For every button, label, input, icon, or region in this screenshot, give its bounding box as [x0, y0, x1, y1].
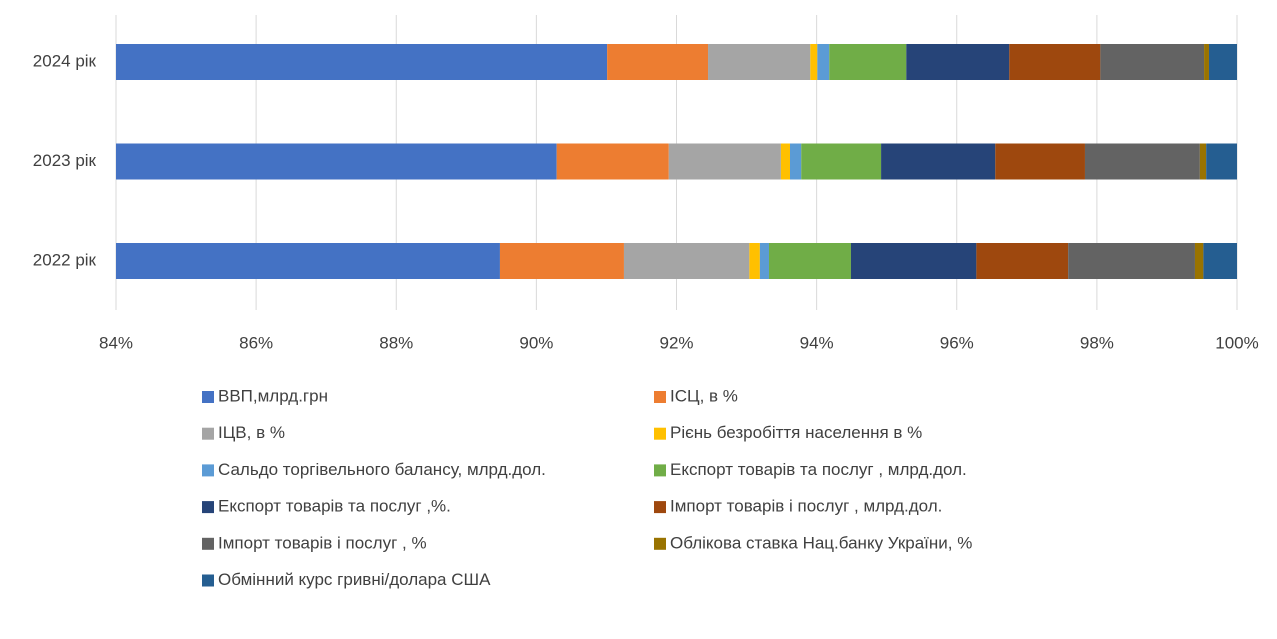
legend-marker [654, 537, 666, 550]
bar-segment [790, 143, 802, 180]
bars [116, 44, 1237, 279]
legend-label: ВВП,млрд.грн [218, 386, 328, 405]
bar-segment [817, 44, 830, 80]
bar-segment [499, 243, 624, 279]
bar-segment [780, 143, 791, 180]
legend-label: Облікова ставка Нац.банку України, % [670, 533, 972, 552]
bar-segment [768, 243, 851, 279]
bar-segment [116, 243, 500, 279]
bar-segment [607, 44, 709, 80]
x-tick-label: 92% [659, 333, 693, 352]
bar-segment [749, 243, 760, 279]
x-tick-label: 84% [99, 333, 133, 352]
bar-segment [1194, 243, 1204, 279]
bar-segment [976, 243, 1069, 279]
x-tick-label: 100% [1215, 333, 1258, 352]
bar-segment [1203, 243, 1237, 279]
bar-segment [1100, 44, 1205, 80]
legend-label: Імпорт товарів і послуг , % [218, 533, 427, 552]
bar-segment [116, 143, 557, 180]
x-tick-label: 88% [379, 333, 413, 352]
legend-label: Імпорт товарів і послуг , млрд.дол. [670, 497, 942, 516]
bar-segment [850, 243, 977, 279]
legend-label: Рієнь безробіття населення в % [670, 423, 922, 442]
bar-segment [668, 143, 781, 180]
bar-segment [1084, 143, 1200, 180]
bar-segment [623, 243, 750, 279]
legend-label: ІСЦ, в % [670, 386, 738, 405]
legend-marker [202, 574, 214, 587]
bar-segment [801, 143, 882, 180]
bar-segment [1206, 143, 1237, 180]
bar-segment [995, 143, 1085, 180]
legend-marker [202, 427, 214, 440]
bar-segment [556, 143, 669, 180]
bar-segment [1068, 243, 1195, 279]
legend-marker [654, 391, 666, 403]
bar-segment [759, 243, 769, 279]
x-tick-label: 94% [800, 333, 834, 352]
bar-segment [881, 143, 996, 180]
legend-marker [202, 464, 214, 477]
bar-segment [906, 44, 1010, 80]
legend-marker [654, 464, 666, 477]
bar-segment [116, 44, 608, 80]
bar-segment [1208, 44, 1237, 80]
bar-segment [1204, 44, 1209, 80]
legend-label: Сальдо торгівельного балансу, млрд.дол. [218, 460, 546, 479]
legend-marker [202, 391, 214, 403]
legend-marker [202, 537, 214, 550]
legend-marker [202, 501, 214, 514]
y-tick-label: 2022 рік [33, 250, 97, 269]
x-tick-label: 90% [519, 333, 553, 352]
legend-label: Обмінний курс гривні/долара США [218, 570, 491, 589]
bar-segment [810, 44, 818, 80]
x-tick-label: 96% [940, 333, 974, 352]
legend-marker [654, 427, 666, 440]
bar-segment [1199, 143, 1207, 180]
x-tick-label: 86% [239, 333, 273, 352]
legend-marker [654, 501, 666, 514]
bar-segment [1009, 44, 1101, 80]
x-tick-label: 98% [1080, 333, 1114, 352]
legend-label: Експорт товарів та послуг ,%. [218, 497, 451, 516]
y-tick-label: 2023 рік [33, 151, 97, 170]
bar-segment [829, 44, 907, 80]
legend-label: ІЦВ, в % [218, 423, 285, 442]
legend-label: Експорт товарів та послуг , млрд.дол. [670, 460, 967, 479]
y-tick-label: 2024 рік [33, 51, 97, 70]
bar-segment [708, 44, 811, 80]
